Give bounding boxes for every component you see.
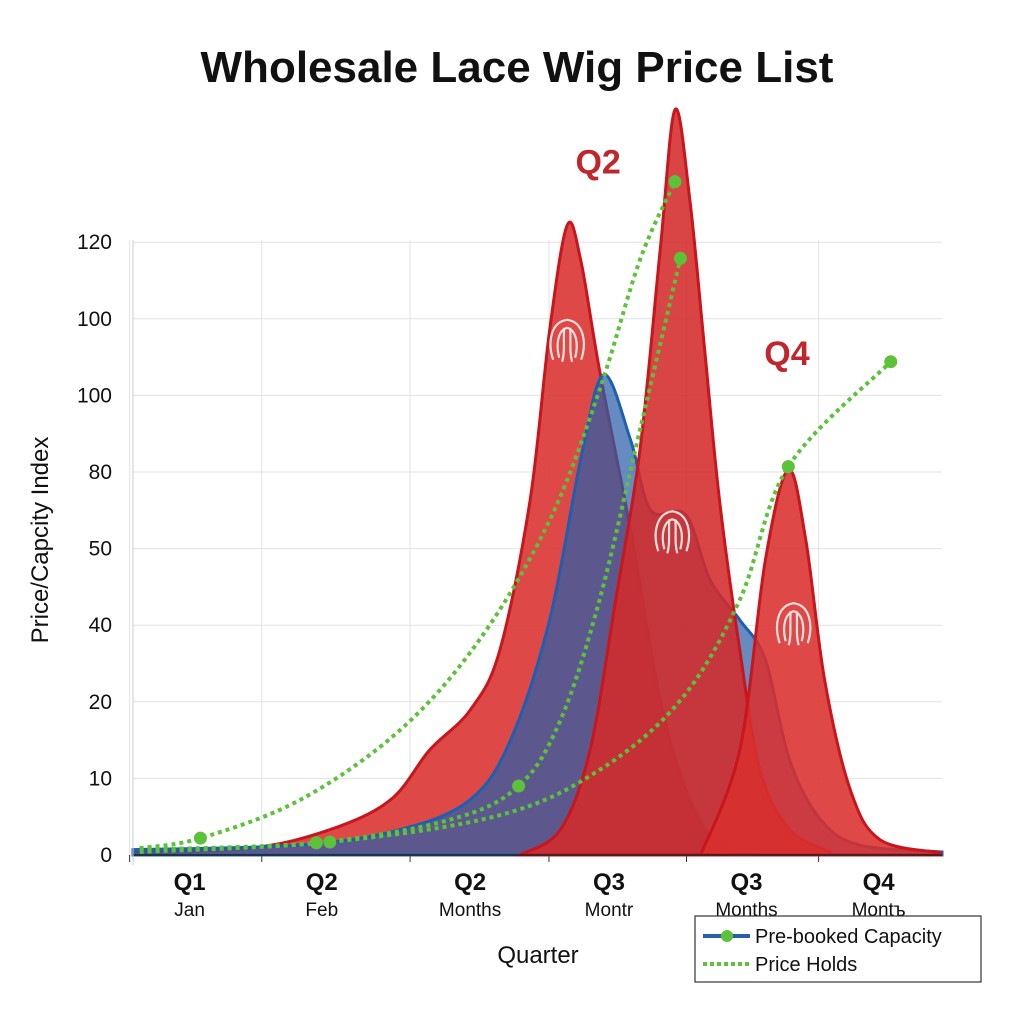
x-tick-month-label: Feb [305, 900, 338, 921]
red-peak-3 [698, 468, 943, 857]
x-tick-quarter-label: Q3 [593, 869, 625, 896]
wig-icon-shape [654, 510, 691, 554]
wig-icon [654, 510, 691, 554]
y-axis-ticks: 0 10 20 40 50 80 100 100 120 [77, 231, 112, 867]
x-tick-quarter-label: Q2 [454, 869, 486, 896]
annotations: Q2 Q4 [575, 143, 809, 373]
legend-label-price-holds: Price Holds [755, 954, 857, 976]
y-tick-label: 120 [77, 231, 112, 254]
x-tick-month-label: Jan [174, 900, 205, 921]
legend-box [694, 915, 982, 983]
x-tick-quarter-label: Q3 [730, 869, 762, 896]
wig-icon-shape [775, 602, 812, 646]
peak-annotation: Q2 [575, 143, 620, 181]
y-tick-label: 20 [89, 691, 112, 714]
legend-label-capacity: Pre-booked Capacity [755, 926, 942, 948]
wig-icons [549, 318, 812, 646]
price-holds-marker [323, 835, 337, 849]
price-holds-marker [884, 355, 898, 369]
legend-capacity-marker [721, 930, 733, 942]
price-holds-marker [781, 460, 795, 474]
y-tick-label: 100 [77, 308, 112, 331]
x-tick-quarter-label: Q2 [306, 869, 338, 896]
price-holds-line [139, 180, 677, 851]
y-tick-label: 80 [89, 461, 112, 484]
price-holds-marker [193, 831, 207, 845]
y-tick-label: 100 [77, 384, 112, 407]
y-tick-label: 10 [89, 767, 112, 790]
areas [131, 107, 944, 857]
chart-title: Wholesale Lace Wig Price List [201, 43, 834, 92]
x-tick-month-label: Montr [585, 900, 634, 921]
y-tick-label: 50 [89, 538, 112, 561]
x-tick-month-label: Months [439, 900, 501, 921]
wig-icon-shape [549, 318, 585, 363]
price-holds-marker [512, 779, 526, 793]
price-holds-marker [673, 251, 687, 265]
x-tick-quarter-label: Q4 [863, 869, 896, 896]
y-axis-label: Price/Capcity Index [27, 437, 54, 644]
wig-icon [549, 318, 585, 363]
y-tick-label: 0 [100, 844, 112, 867]
x-tick-quarter-label: Q1 [174, 869, 206, 896]
y-tick-label: 40 [89, 614, 112, 637]
price-holds-marker [668, 175, 682, 189]
price-hold-lines [139, 175, 898, 854]
x-axis-label: Quarter [497, 942, 578, 969]
legend: Pre-booked Capacity Price Holds [694, 915, 982, 983]
wig-icon [775, 602, 812, 646]
peak-annotation: Q4 [764, 335, 809, 373]
